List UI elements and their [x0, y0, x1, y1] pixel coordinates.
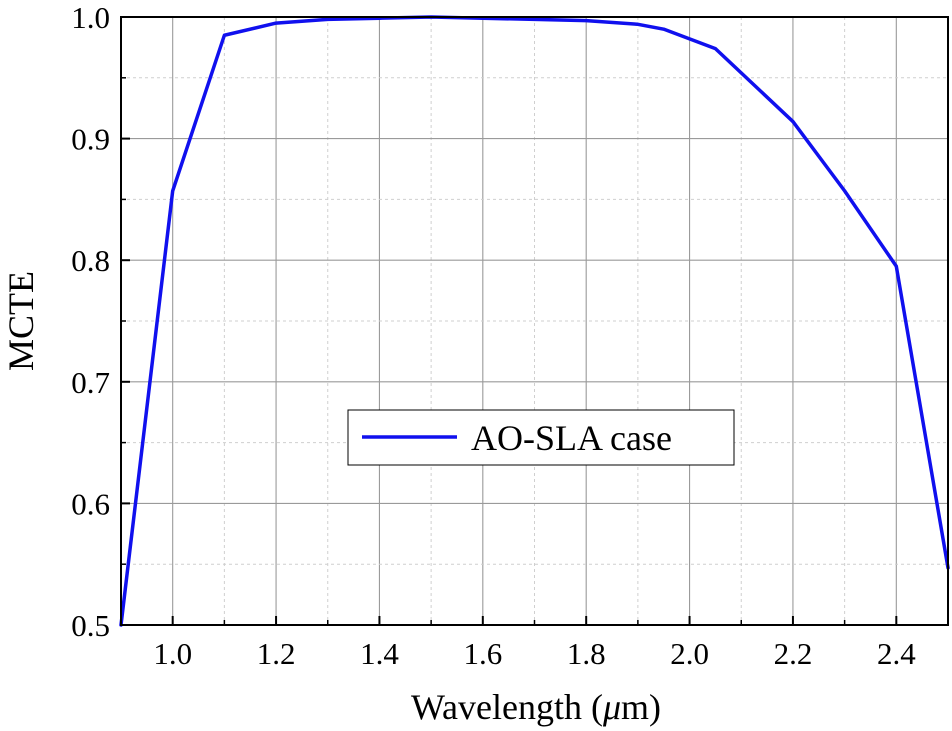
y-tick-label: 1.0: [71, 0, 110, 35]
x-tick-label: 1.6: [463, 636, 502, 671]
series-layer: [119, 15, 950, 627]
grid: [121, 16, 948, 626]
x-tick-label: 1.0: [153, 636, 192, 671]
x-tick-label: 2.4: [877, 636, 916, 671]
y-tick-label: 0.5: [71, 608, 110, 643]
y-axis-ticks: 0.5 0.6 0.7 0.8 0.9 1.0: [71, 0, 130, 643]
legend: AO-SLA case: [347, 409, 735, 466]
series-line: [119, 15, 950, 627]
x-axis-title: Wavelength (μm): [411, 687, 661, 727]
x-tick-label: 2.2: [774, 636, 813, 671]
legend-label: AO-SLA case: [471, 418, 672, 458]
x-tick-label: 1.2: [257, 636, 296, 671]
x-tick-label: 2.0: [670, 636, 709, 671]
x-axis-ticks: 1.0 1.2 1.4 1.6 1.8 2.0 2.2 2.4: [153, 616, 916, 671]
y-tick-label: 0.9: [71, 122, 110, 157]
y-tick-label: 0.7: [71, 365, 110, 400]
y-tick-label: 0.8: [71, 243, 110, 278]
x-tick-label: 1.8: [567, 636, 606, 671]
y-axis-title: MCTE: [1, 271, 41, 371]
x-tick-label: 1.4: [360, 636, 399, 671]
y-tick-label: 0.6: [71, 486, 110, 521]
